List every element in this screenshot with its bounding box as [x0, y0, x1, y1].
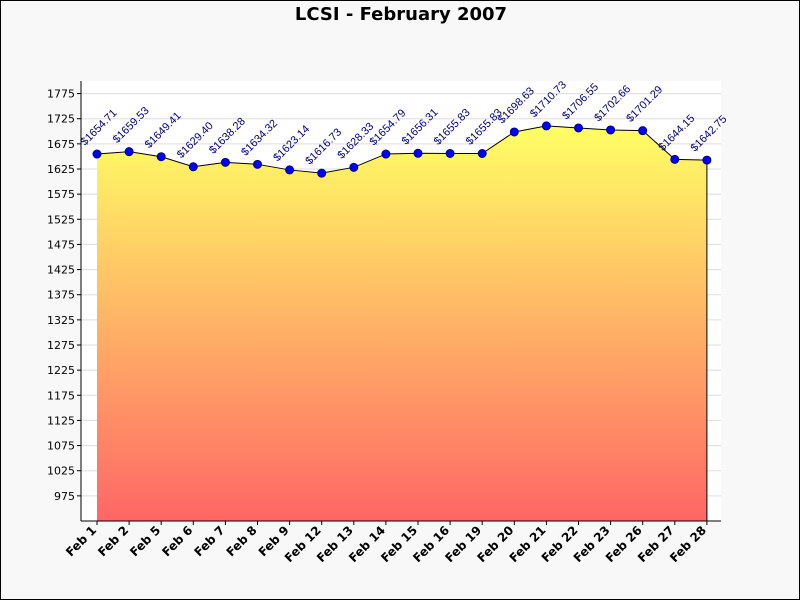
y-tick-label: 1225: [47, 364, 75, 377]
data-point: [156, 152, 166, 162]
data-point: [124, 147, 134, 157]
data-point: [477, 148, 487, 158]
x-tick-label: Feb 8: [224, 523, 260, 559]
y-tick-label: 1375: [47, 289, 75, 302]
chart-title: LCSI - February 2007: [295, 4, 507, 25]
data-point: [606, 125, 616, 135]
data-point: [253, 159, 262, 169]
y-tick-label: 1425: [47, 264, 75, 277]
y-tick-label: 1075: [47, 440, 75, 453]
y-axis-ticks: 975 1025 1075 1125 1175 1225 1275 1325 1375 1425 1…: [47, 88, 81, 503]
data-point: [92, 149, 102, 159]
data-point: [381, 149, 391, 159]
y-tick-label: 1175: [47, 389, 75, 402]
data-point: [317, 168, 327, 178]
y-tick-label: 1675: [47, 138, 75, 151]
y-tick-label: 1325: [47, 314, 75, 327]
y-tick-label: 1275: [47, 339, 75, 352]
y-tick-label: 1475: [47, 238, 75, 251]
y-tick-label: 1575: [47, 188, 75, 201]
series-line: [96, 125, 707, 174]
data-point: [220, 157, 230, 167]
data-point: [574, 123, 583, 133]
data-point: [541, 121, 551, 131]
x-tick-label: Feb 7: [191, 523, 227, 559]
data-point: [445, 148, 455, 158]
data-point: [670, 154, 680, 164]
y-tick-label: 975: [54, 490, 75, 503]
data-point: [702, 155, 712, 165]
x-tick-label: Feb 6: [159, 523, 195, 559]
data-markers: [92, 121, 712, 178]
area-fill: [97, 125, 707, 521]
data-point: [349, 162, 359, 172]
y-tick-label: 1125: [47, 414, 75, 427]
area-fill-group: [96, 125, 708, 521]
y-tick-label: 1525: [47, 213, 75, 226]
y-tick-label: 1775: [47, 88, 75, 101]
x-tick-label: Feb 2: [95, 523, 131, 559]
y-tick-label: 1625: [47, 163, 75, 176]
x-tick-label: Feb 5: [127, 523, 163, 559]
data-point: [188, 162, 198, 172]
data-point: [638, 126, 648, 136]
x-tick-label: Feb 1: [63, 523, 99, 559]
axes: [80, 81, 721, 522]
y-tick-label: 1725: [47, 113, 75, 126]
y-tick-label: 1025: [47, 465, 75, 478]
x-tick-label: Feb 28: [667, 523, 709, 565]
data-point: [285, 165, 295, 175]
data-point: [413, 148, 423, 158]
data-point: [509, 127, 519, 137]
